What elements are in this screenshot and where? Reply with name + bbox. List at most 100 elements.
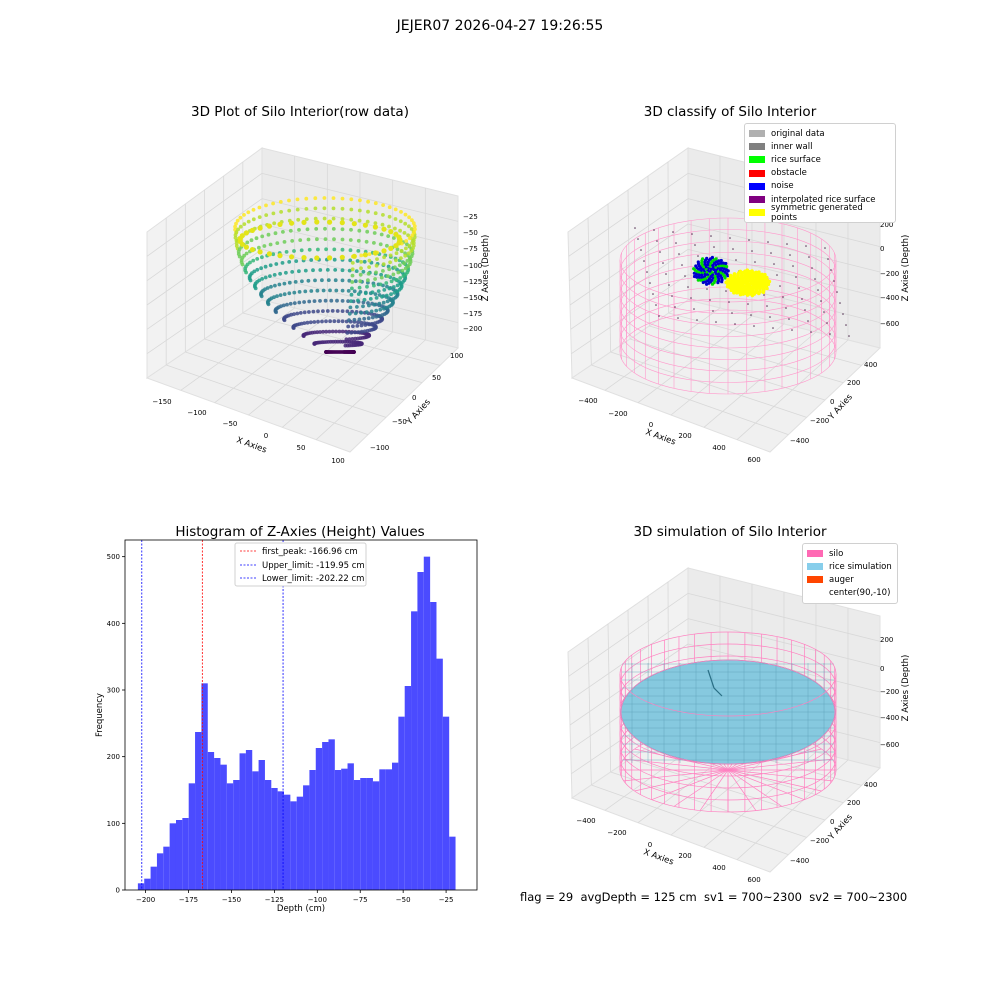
histogram-bar: [423, 556, 431, 890]
histogram-x-label: Depth (cm): [277, 904, 325, 914]
raw-point: [284, 270, 288, 275]
raw-point: [399, 256, 403, 260]
surface-point: [714, 257, 718, 261]
classify-x-tick: 0: [649, 421, 653, 429]
raw-point: [306, 278, 311, 283]
original-point: [655, 304, 657, 306]
original-point: [709, 299, 711, 301]
histogram-bar: [271, 788, 278, 890]
histogram-bar: [334, 770, 342, 890]
surface-point: [725, 265, 729, 269]
classify-y-tick: 0: [830, 398, 834, 406]
raw-rim-point: [381, 248, 387, 254]
original-point: [836, 291, 838, 293]
symmetric-point: [745, 268, 750, 273]
histogram-bar: [144, 878, 151, 890]
raw-point: [356, 249, 361, 253]
raw-point: [236, 227, 241, 232]
original-point: [681, 264, 683, 266]
histogram-bar: [264, 780, 272, 890]
classify-y-tick: −400: [790, 437, 809, 445]
surface-point: [719, 258, 723, 263]
raw-point: [358, 272, 363, 277]
sim-x-tick: 600: [747, 876, 760, 884]
histogram-y-tick-label: 500: [107, 553, 120, 561]
raw-point: [373, 221, 378, 226]
raw-y-tick: 50: [432, 374, 441, 382]
histogram-bar: [442, 716, 450, 890]
original-point: [773, 263, 775, 265]
raw-point: [350, 261, 355, 265]
raw-point: [394, 251, 399, 256]
raw-point: [407, 243, 412, 248]
raw-point: [373, 211, 378, 216]
legend-swatch: [749, 196, 765, 204]
surface-point: [708, 272, 712, 276]
histogram-x-tick-label: −150: [222, 896, 241, 904]
raw-point: [362, 316, 367, 321]
raw-point: [396, 270, 401, 275]
surface-point: [708, 264, 712, 268]
raw-rim-point: [266, 223, 272, 229]
histogram-chart: Histogram of Z-Axies (Height) Values −20…: [95, 524, 478, 914]
raw-point: [248, 260, 252, 265]
original-point: [652, 293, 654, 295]
classify-x-tick: 600: [747, 456, 760, 464]
raw-point: [365, 229, 370, 234]
silo-floor-spoke: [634, 748, 729, 771]
histogram-bar: [360, 778, 367, 890]
sim-x-tick: −400: [576, 817, 595, 825]
original-point: [767, 241, 769, 243]
histogram-title: Histogram of Z-Axies (Height) Values: [175, 524, 424, 540]
raw-point: [403, 212, 408, 217]
original-point: [811, 267, 813, 269]
raw-point: [367, 265, 371, 269]
raw-point: [332, 237, 336, 242]
original-point: [665, 273, 667, 275]
raw-point: [282, 292, 287, 297]
surface-point: [723, 276, 727, 280]
raw-rim-point: [243, 244, 249, 250]
raw-point: [350, 280, 355, 284]
raw-point: [405, 259, 410, 263]
raw-rim-point: [277, 253, 283, 259]
sim-z-tick: 200: [880, 636, 893, 644]
legend-swatch: [749, 156, 765, 164]
raw-point: [302, 321, 307, 325]
original-point: [662, 262, 664, 264]
raw-point: [255, 267, 260, 272]
raw-point: [345, 309, 350, 314]
raw-point: [398, 276, 403, 280]
raw-point: [323, 226, 327, 231]
raw-point: [372, 283, 376, 288]
raw-point: [372, 231, 377, 235]
histogram-bar: [239, 753, 246, 890]
raw-point: [372, 241, 376, 245]
raw-x-tick: 50: [297, 444, 306, 452]
raw-point: [387, 205, 392, 210]
raw-point: [335, 298, 339, 303]
raw-z-tick: −150: [463, 294, 482, 302]
raw-rim-point: [372, 224, 378, 230]
raw-point: [340, 268, 345, 273]
raw-rim-point: [393, 243, 399, 249]
raw-point: [297, 300, 302, 305]
original-point: [694, 244, 696, 246]
raw-point: [300, 279, 304, 284]
raw-point: [347, 278, 352, 283]
histogram-y-tick-label: 300: [107, 687, 120, 695]
original-point: [672, 231, 674, 233]
histogram-bar: [398, 716, 405, 890]
original-point: [824, 247, 826, 249]
histogram-bar: [341, 768, 348, 890]
raw-point: [331, 227, 336, 231]
original-point: [817, 289, 819, 291]
raw-point: [398, 219, 403, 224]
sim-rice-surface: [620, 659, 836, 765]
raw-rim-point: [388, 245, 394, 251]
classify-x-tick: 400: [712, 444, 725, 452]
raw-point: [348, 305, 353, 310]
surface-point: [696, 278, 700, 282]
raw-point: [309, 289, 314, 293]
raw-point: [380, 222, 385, 227]
